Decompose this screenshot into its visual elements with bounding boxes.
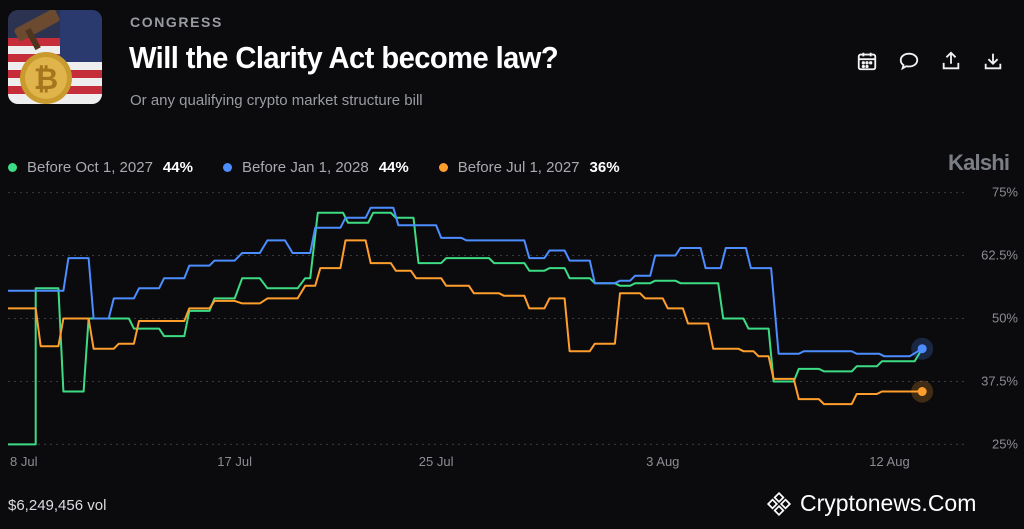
y-tick-label: 50% bbox=[992, 311, 1018, 326]
market-category: CONGRESS bbox=[130, 14, 223, 30]
page-title: Will the Clarity Act become law? bbox=[129, 40, 559, 75]
legend-dot bbox=[222, 163, 232, 172]
page-subtitle: Or any qualifying crypto market structur… bbox=[130, 92, 423, 109]
chart-legend: Before Oct 1, 2027 44% Before Jan 1, 202… bbox=[8, 159, 650, 176]
y-tick-label: 62.5% bbox=[981, 248, 1018, 263]
legend-label: Before Jul 1, 2027 bbox=[457, 159, 580, 176]
comment-icon[interactable] bbox=[898, 50, 920, 72]
legend-label: Before Oct 1, 2027 bbox=[27, 159, 153, 176]
kalshi-logo: Kalshi bbox=[948, 150, 1010, 175]
download-icon[interactable] bbox=[982, 50, 1004, 72]
series-line-2 bbox=[8, 206, 923, 358]
market-thumbnail: ₿ bbox=[8, 10, 102, 104]
svg-text:₿: ₿ bbox=[34, 62, 58, 97]
y-tick-label: 25% bbox=[992, 436, 1018, 451]
legend-dot bbox=[438, 163, 448, 172]
x-tick-label: 17 Jul bbox=[217, 454, 252, 469]
series-line-3 bbox=[8, 239, 923, 406]
x-tick-label: 3 Aug bbox=[646, 454, 679, 469]
legend-value: 36% bbox=[589, 159, 620, 176]
series-end-point bbox=[917, 344, 927, 354]
header-actions bbox=[856, 50, 1004, 72]
series-line-1 bbox=[8, 211, 924, 446]
series-end-point bbox=[917, 387, 927, 397]
legend-value: 44% bbox=[162, 159, 193, 176]
watermark-text: Cryptonews.Com bbox=[800, 490, 977, 516]
volume-label: $6,249,456 vol bbox=[8, 497, 107, 514]
legend-item-oct-2027[interactable]: Before Oct 1, 2027 44% bbox=[8, 159, 193, 176]
binance-logo-icon bbox=[766, 491, 792, 516]
legend-item-jan-2028[interactable]: Before Jan 1, 2028 44% bbox=[222, 159, 409, 176]
x-tick-label: 25 Jul bbox=[419, 454, 454, 469]
legend-dot bbox=[8, 163, 17, 172]
y-tick-label: 37.5% bbox=[981, 373, 1018, 388]
y-tick-label: 75% bbox=[992, 185, 1018, 200]
watermark: Cryptonews.Com bbox=[766, 490, 976, 517]
x-tick-label: 12 Aug bbox=[869, 454, 910, 469]
share-icon[interactable] bbox=[940, 50, 962, 72]
calendar-icon[interactable] bbox=[856, 50, 878, 72]
legend-item-jul-2027[interactable]: Before Jul 1, 2027 36% bbox=[438, 159, 620, 176]
x-tick-label: 8 Jul bbox=[10, 454, 38, 469]
legend-label: Before Jan 1, 2028 bbox=[241, 159, 369, 176]
legend-value: 44% bbox=[378, 159, 409, 176]
